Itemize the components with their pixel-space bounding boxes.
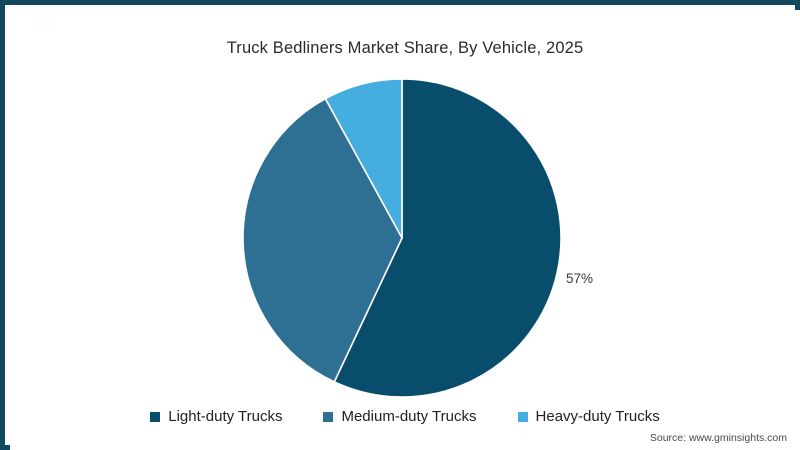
legend-label: Heavy-duty Trucks — [535, 408, 660, 425]
source-attribution: Source: www.gminsights.com — [649, 432, 787, 444]
slice-value-label-light-duty: 57% — [566, 271, 594, 286]
legend-item-heavy-duty-trucks[interactable]: Heavy-duty Trucks — [517, 408, 660, 425]
legend-swatch-icon — [323, 411, 334, 422]
pie-slice-medium-duty-trucks[interactable] — [242, 97, 403, 383]
chart-title: Truck Bedliners Market Share, By Vehicle… — [226, 39, 584, 57]
legend-item-medium-duty-trucks[interactable]: Medium-duty Trucks — [323, 408, 477, 425]
pie-chart-svg — [242, 78, 562, 398]
legend-label: Medium-duty Trucks — [341, 408, 477, 425]
pie-slice-group — [242, 78, 562, 398]
pie-slice-heavy-duty-trucks[interactable] — [324, 78, 403, 239]
legend-swatch-icon — [517, 411, 528, 422]
pie-chart — [10, 10, 800, 450]
chart-canvas: GMI Truck Bedliners Market Share, By Veh… — [10, 10, 800, 450]
gmi-watermark: GMI — [24, 16, 54, 33]
chart-legend: Light-duty Trucks Medium-duty Trucks Heavy… — [10, 408, 800, 425]
legend-swatch-icon — [150, 411, 161, 422]
legend-item-light-duty-trucks[interactable]: Light-duty Trucks — [150, 408, 282, 425]
legend-label: Light-duty Trucks — [168, 408, 283, 425]
pie-slice-light-duty-trucks[interactable] — [333, 78, 562, 398]
